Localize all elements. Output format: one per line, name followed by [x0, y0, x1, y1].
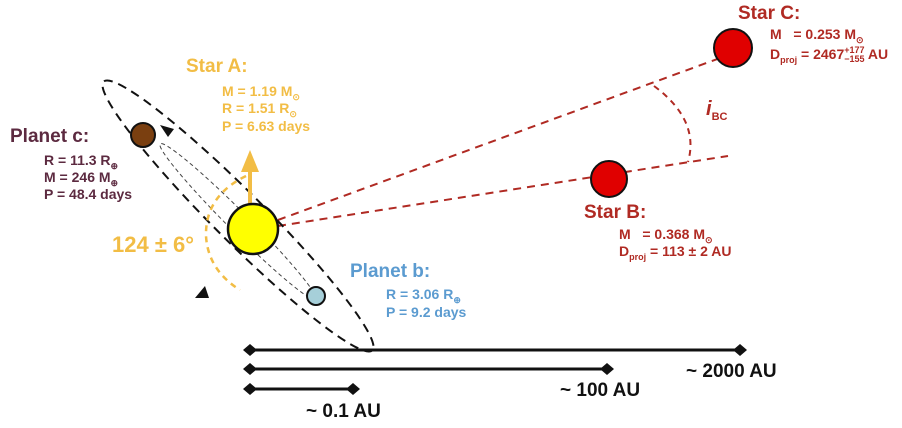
star-a-title: Star A: [186, 56, 248, 77]
scale-label-2000au: ~ 2000 AU [686, 361, 777, 382]
line-a-to-c [277, 57, 721, 221]
scale-label-100au: ~ 100 AU [560, 380, 641, 401]
star-b [590, 160, 628, 198]
planet-b [306, 286, 326, 306]
scale-label-0-1au: ~ 0.1 AU [306, 401, 381, 422]
angle-bc-arc [653, 85, 692, 163]
star-c-distance: Dproj = 2467 +177 −155 AU [770, 45, 889, 65]
scale-bar-2000au [243, 344, 747, 356]
scale-bar-0-1au [243, 383, 360, 395]
orbit-arrow-icon [160, 125, 174, 137]
star-c-dist-lower-error: −155 [844, 54, 865, 65]
star-c-title: Star C: [738, 3, 801, 24]
star-c-dist-upper-error: +177 [844, 45, 865, 56]
star-a-radius: R = 1.51 R⊙ [222, 100, 297, 119]
planet-c-radius: R = 11.3 R⊕ [44, 152, 119, 171]
planet-b-title: Planet b: [350, 261, 431, 282]
star-a-period: P = 6.63 days [222, 118, 311, 134]
star-c-mass: M = 0.253 M⊙ [770, 26, 864, 45]
obliquity-angle-label: 124 ± 6° [112, 232, 195, 257]
star-b-title: Star B: [584, 202, 647, 223]
orbit-arrow-icon [195, 286, 209, 298]
planet-c-mass: M = 246 M⊕ [44, 169, 119, 188]
scale-bar-100au [243, 363, 614, 375]
planet-b-period: P = 9.2 days [386, 304, 467, 320]
obliquity-arc [204, 174, 247, 292]
star-a-mass: M = 1.19 M⊙ [222, 83, 300, 102]
planet-c-title: Planet c: [10, 126, 90, 147]
star-b-distance: Dproj = 113 ± 2 AU [619, 243, 732, 262]
angle-bc-label: iBC [706, 98, 728, 123]
star-b-mass: M = 0.368 M⊙ [619, 226, 713, 245]
star-c [713, 28, 753, 68]
planet-b-radius: R = 3.06 R⊕ [386, 286, 461, 305]
planet-c-period: P = 48.4 days [44, 186, 133, 202]
planet-c [130, 122, 156, 148]
spin-axis-arrow-icon [241, 150, 259, 172]
star-a [226, 202, 280, 256]
line-a-to-b [277, 155, 729, 227]
